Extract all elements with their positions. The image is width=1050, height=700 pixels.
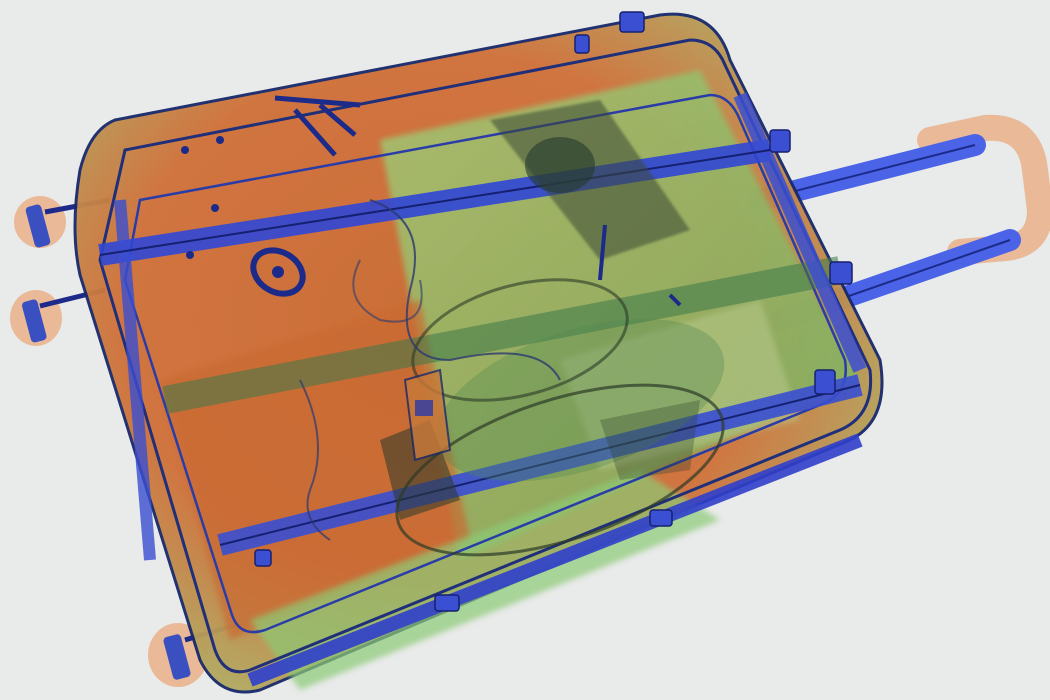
- zipper-clips: [254, 11, 853, 612]
- frame-rails: [98, 92, 867, 687]
- packed-items: [181, 95, 725, 557]
